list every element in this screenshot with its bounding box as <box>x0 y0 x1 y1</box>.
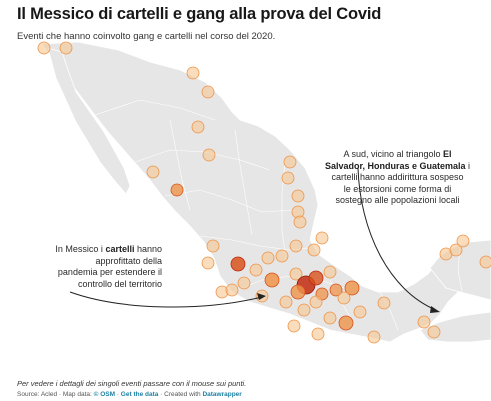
event-dot[interactable] <box>202 148 216 162</box>
event-dot[interactable] <box>417 315 431 329</box>
event-dot[interactable] <box>338 315 354 331</box>
chart-subtitle: Eventi che hanno coinvolto gang e cartel… <box>17 31 276 42</box>
event-dot[interactable] <box>170 183 184 197</box>
event-dot[interactable] <box>206 239 220 253</box>
event-dot[interactable] <box>293 215 307 229</box>
event-dot[interactable] <box>307 243 321 257</box>
event-dot[interactable] <box>367 330 381 344</box>
event-dot[interactable] <box>290 284 306 300</box>
datawrapper-link[interactable]: Datawrapper <box>202 391 242 398</box>
event-dot[interactable] <box>479 255 491 269</box>
event-dot[interactable] <box>249 263 263 277</box>
right-arrow-line <box>357 167 437 311</box>
annotation-arrows <box>69 167 440 313</box>
event-dot[interactable] <box>230 256 246 272</box>
left-arrow-line <box>69 291 263 308</box>
get-the-data-link[interactable]: Get the data <box>120 391 159 398</box>
source-credits: Source: Acled · Map data: © OSM · Get th… <box>17 391 242 398</box>
event-dot[interactable] <box>344 280 360 296</box>
event-dot[interactable] <box>315 231 329 245</box>
event-dot[interactable] <box>289 267 303 281</box>
event-dot[interactable] <box>201 85 215 99</box>
event-dot[interactable] <box>323 311 337 325</box>
event-dot[interactable] <box>309 295 323 309</box>
event-dot[interactable] <box>427 325 441 339</box>
event-dot[interactable] <box>329 283 343 297</box>
event-dot[interactable] <box>146 165 160 179</box>
hover-hint: Per vedere i dettagli dei singoli eventi… <box>17 379 247 388</box>
event-dot[interactable] <box>237 276 251 290</box>
event-dot[interactable] <box>264 272 280 288</box>
event-dot[interactable] <box>261 251 275 265</box>
chart-title: Il Messico di cartelli e gang alla prova… <box>17 5 382 23</box>
event-dot[interactable] <box>337 291 351 305</box>
left-arrow-head <box>257 293 266 300</box>
event-dot[interactable] <box>225 283 239 297</box>
event-dot[interactable] <box>449 243 463 257</box>
event-dot[interactable] <box>186 66 200 80</box>
event-dot[interactable] <box>275 249 289 263</box>
event-dot[interactable] <box>281 171 295 185</box>
event-dot[interactable] <box>456 234 470 248</box>
event-dot[interactable] <box>311 327 325 341</box>
event-dot[interactable] <box>289 239 303 253</box>
event-dot[interactable] <box>37 41 51 55</box>
event-dot[interactable] <box>191 120 205 134</box>
annotation-triangolo: A sud, vicino al triangolo El Salvador, … <box>324 149 471 205</box>
event-dot[interactable] <box>297 303 311 317</box>
annotation-cartelli: In Messico i cartelli hanno approfittato… <box>55 244 162 289</box>
event-dot[interactable] <box>377 296 391 310</box>
baja-california-land <box>47 47 131 195</box>
event-dot[interactable] <box>287 319 301 333</box>
event-dots[interactable] <box>37 41 491 344</box>
event-dot[interactable] <box>323 265 337 279</box>
right-arrow-head <box>430 306 440 313</box>
event-dot[interactable] <box>353 305 367 319</box>
event-dot[interactable] <box>279 295 293 309</box>
event-dot[interactable] <box>59 41 73 55</box>
event-dot[interactable] <box>308 270 324 286</box>
event-dot[interactable] <box>291 189 305 203</box>
event-dot[interactable] <box>283 155 297 169</box>
osm-link[interactable]: © OSM <box>93 391 116 398</box>
event-dot[interactable] <box>201 256 215 270</box>
